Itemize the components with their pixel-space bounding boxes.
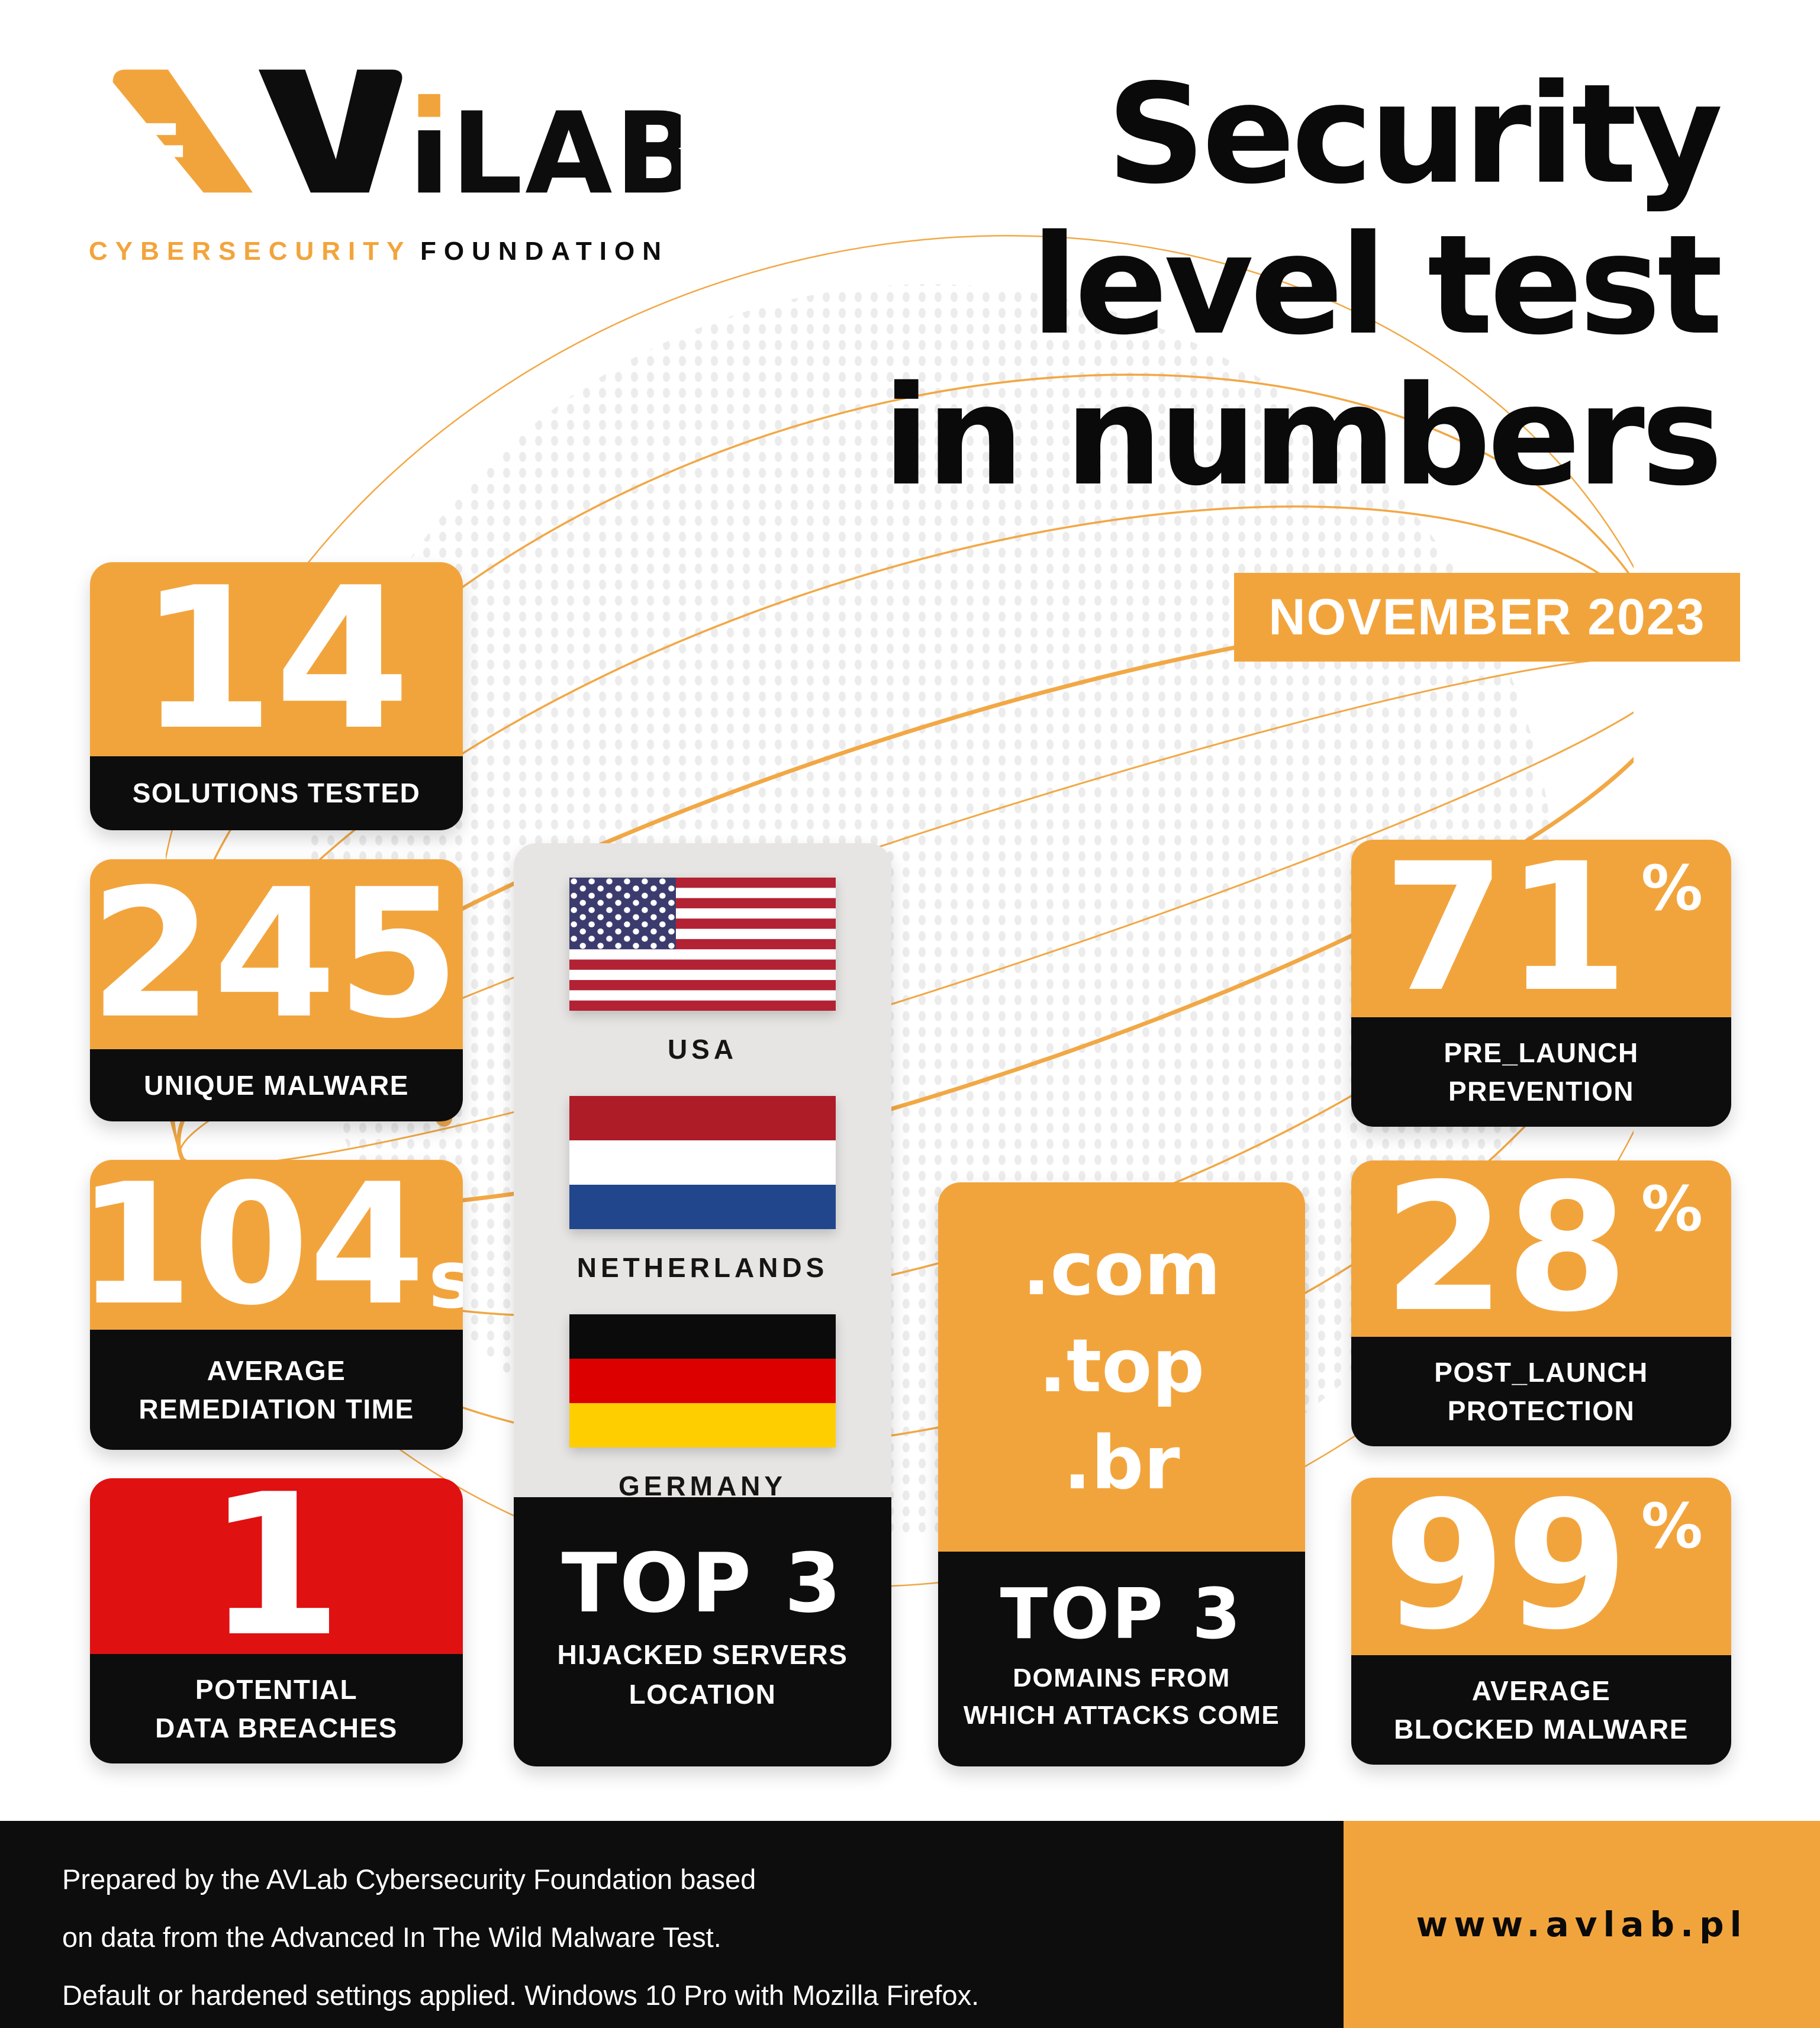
stat-card-postlaunch-protection: % 28 POST_LAUNCH PROTECTION	[1351, 1160, 1731, 1446]
flag-item-usa: USA	[569, 878, 836, 1065]
stat-label: SOLUTIONS TESTED	[90, 756, 463, 830]
flag-item-germany: GERMANY	[569, 1314, 836, 1502]
stat-card-data-breaches: 1 POTENTIAL DATA BREACHES	[90, 1478, 463, 1763]
avlab-logo-icon: LAB	[103, 69, 681, 206]
logo-wordmark: LAB	[451, 88, 681, 206]
germany-flag-icon	[569, 1314, 836, 1447]
footer: Prepared by the AVLab Cybersecurity Foun…	[0, 1821, 1820, 2028]
stat-label: PRE_LAUNCH PREVENTION	[1351, 1017, 1731, 1127]
stat-number: 1	[207, 1478, 343, 1679]
hijacked-servers-panel: USA NETHERLANDS GERMANY TOP	[514, 843, 891, 1766]
stat-label: AVERAGE REMEDIATION TIME	[90, 1330, 463, 1450]
stat-card-solutions-tested: 14 SOLUTIONS TESTED	[90, 562, 463, 830]
stat-value: 1	[207, 1478, 346, 1679]
servers-panel-subtitle: HIJACKED SERVERS LOCATION	[557, 1639, 848, 1710]
stat-value: 71	[1383, 840, 1700, 1031]
domain-item: .br	[1063, 1420, 1180, 1506]
percent-sign: %	[1641, 1490, 1703, 1562]
percent-sign: %	[1641, 1173, 1703, 1245]
stat-number: 99	[1383, 1478, 1629, 1669]
logo-tagline: CYBERSECURITY FOUNDATION	[89, 237, 669, 266]
tagline-cybersecurity: CYBERSECURITY	[89, 237, 412, 266]
stat-value: 99	[1383, 1478, 1700, 1669]
stat-card-remediation-time: 104 s AVERAGE REMEDIATION TIME	[90, 1160, 463, 1450]
domains-panel-footer: TOP 3 DOMAINS FROM WHICH ATTACKS COME	[938, 1552, 1305, 1766]
stat-value-area: % 71	[1351, 840, 1731, 1017]
stat-label: AVERAGE BLOCKED MALWARE	[1351, 1655, 1731, 1765]
flags-list: USA NETHERLANDS GERMANY	[514, 843, 891, 1501]
stat-card-prelaunch-prevention: % 71 PRE_LAUNCH PREVENTION	[1351, 840, 1731, 1127]
brand-logo: LAB CYBERSECURITY FOUNDATION	[89, 56, 681, 266]
netherlands-flag-icon	[569, 1096, 836, 1229]
servers-panel-footer: TOP 3 HIJACKED SERVERS LOCATION	[514, 1497, 891, 1766]
page-title: Security level test in numbers	[882, 54, 1723, 517]
website-badge: www.avlab.pl	[1344, 1821, 1820, 2028]
stat-value: 14	[138, 562, 414, 773]
percent-sign: %	[1641, 852, 1703, 924]
domain-list: .com .top .br	[938, 1182, 1305, 1552]
stat-value-area: 14	[90, 562, 463, 773]
website-link[interactable]: www.avlab.pl	[1416, 1904, 1748, 1945]
usa-flag-icon	[569, 878, 836, 1011]
title-line-1: Security	[1106, 54, 1723, 214]
stat-value-area: % 28	[1351, 1160, 1731, 1337]
attack-domains-card: .com .top .br TOP 3 DOMAINS FROM WHICH A…	[938, 1182, 1305, 1766]
stat-number: 28	[1383, 1160, 1629, 1351]
stat-value: 245	[90, 859, 463, 1057]
stat-number: 14	[138, 562, 411, 773]
stat-card-unique-malware: 245 UNIQUE MALWARE	[90, 859, 463, 1121]
stat-value: 28	[1383, 1160, 1700, 1351]
domain-item: .top	[1038, 1324, 1205, 1410]
stat-number: 245	[90, 859, 460, 1057]
domains-panel-subtitle: DOMAINS FROM WHICH ATTACKS COME	[963, 1663, 1280, 1730]
stat-label: UNIQUE MALWARE	[90, 1049, 463, 1121]
stat-card-blocked-malware: % 99 AVERAGE BLOCKED MALWARE	[1351, 1478, 1731, 1765]
stat-number: 71	[1383, 840, 1629, 1031]
stat-number: 104	[90, 1160, 426, 1342]
stat-label: POTENTIAL DATA BREACHES	[90, 1654, 463, 1763]
stat-value-area: 245	[90, 859, 463, 1049]
title-line-3: in numbers	[882, 356, 1723, 517]
stat-value-area: 104 s	[90, 1160, 463, 1330]
tagline-foundation: FOUNDATION	[420, 237, 669, 266]
stat-value-area: % 99	[1351, 1478, 1731, 1655]
country-label: USA	[667, 1034, 738, 1065]
footer-note: Prepared by the AVLab Cybersecurity Foun…	[62, 1863, 980, 2011]
period-badge: NOVEMBER 2023	[1234, 573, 1740, 662]
stat-value-area: 1	[90, 1478, 463, 1679]
top3-title: TOP 3	[1000, 1572, 1244, 1655]
top3-title: TOP 3	[561, 1536, 844, 1632]
domain-item: .com	[1022, 1227, 1221, 1313]
stat-value: 104 s	[90, 1160, 463, 1342]
country-label: NETHERLANDS	[576, 1252, 829, 1283]
stat-unit: s	[428, 1232, 463, 1326]
flag-item-netherlands: NETHERLANDS	[569, 1096, 836, 1284]
title-line-2: level test	[1031, 205, 1723, 366]
stat-label: POST_LAUNCH PROTECTION	[1351, 1337, 1731, 1446]
country-label: GERMANY	[618, 1471, 787, 1501]
